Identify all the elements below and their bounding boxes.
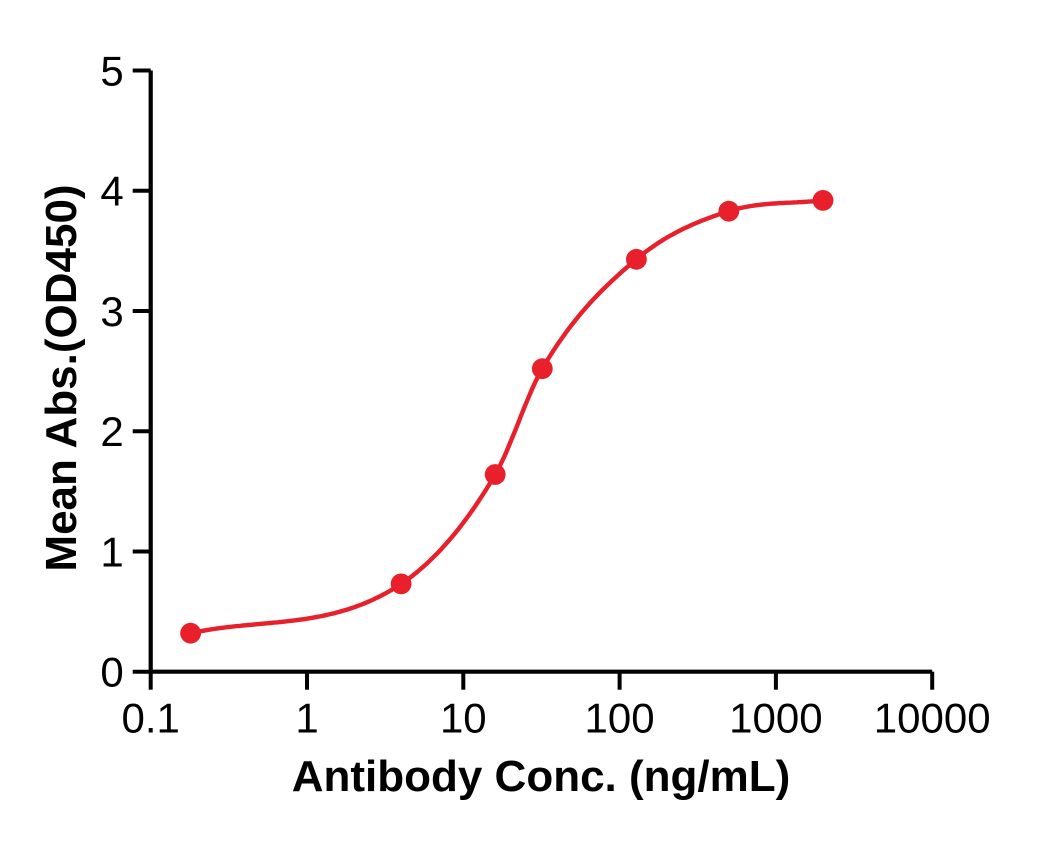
y-tick-label: 4 (100, 168, 123, 215)
data-point-marker (718, 200, 740, 222)
x-tick-label: 10000 (874, 695, 991, 742)
axes (132, 68, 935, 690)
data-point-marker (484, 464, 506, 485)
data-points (180, 190, 834, 644)
y-tick-label: 5 (100, 48, 123, 95)
y-tick-label: 0 (100, 649, 123, 696)
y-tick-labels: 0 1 2 3 4 5 (100, 48, 123, 696)
data-point-marker (531, 358, 553, 380)
y-tick-label: 1 (100, 528, 123, 575)
dose-response-fit-curve (188, 198, 826, 636)
x-tick-label: 10 (440, 695, 487, 742)
data-point-marker (626, 248, 647, 270)
x-axis-title: Antibody Conc. (ng/mL) (292, 752, 791, 801)
x-tick-labels: 0.1 1 10 100 1000 10000 (122, 695, 991, 742)
x-tick-label: 1 (295, 695, 318, 742)
data-point-marker (180, 622, 202, 644)
data-point-marker (390, 573, 412, 595)
x-tick-label: 0.1 (122, 695, 180, 742)
data-point-marker (812, 190, 834, 211)
x-tick-label: 100 (585, 695, 655, 742)
x-tick-label: 1000 (729, 695, 822, 742)
y-tick-label: 2 (100, 408, 123, 455)
y-tick-label: 3 (100, 288, 123, 335)
y-axis-title: Mean Abs.(OD450) (37, 184, 86, 571)
